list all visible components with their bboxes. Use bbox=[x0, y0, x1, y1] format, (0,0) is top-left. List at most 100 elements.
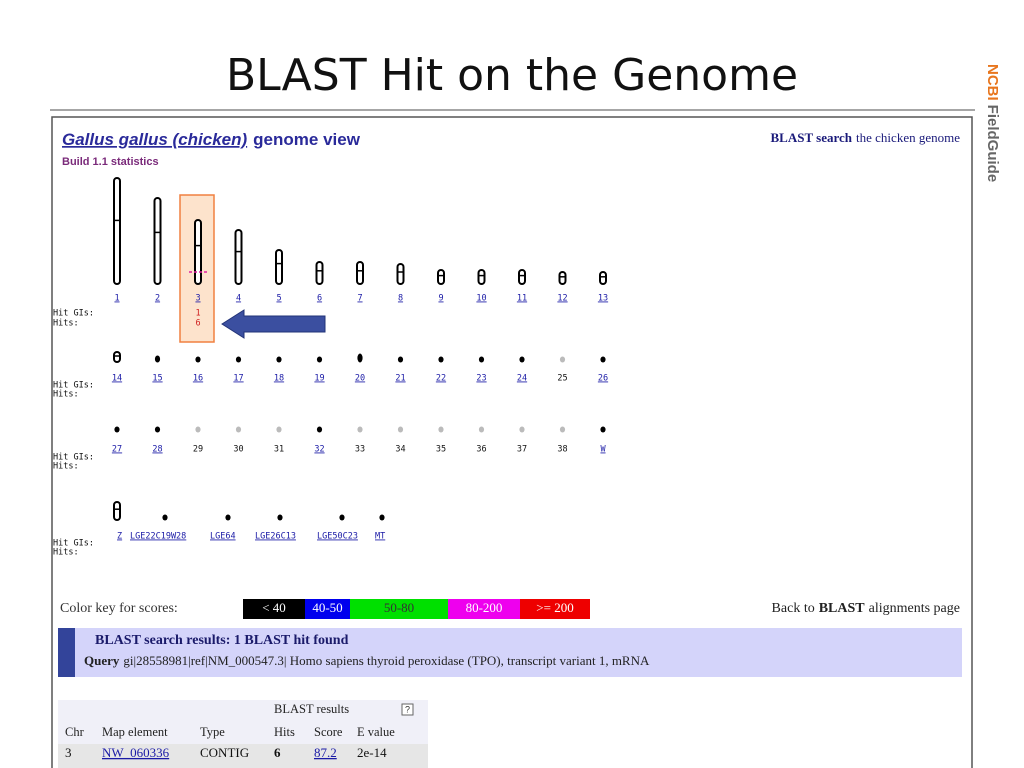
chromosome-label[interactable]: MT bbox=[375, 532, 385, 542]
chromosome-label[interactable]: 9 bbox=[438, 294, 443, 304]
table-cell: 2e-14 bbox=[357, 745, 387, 760]
chromosome bbox=[154, 355, 161, 363]
chromosome-label[interactable]: 10 bbox=[476, 294, 486, 304]
chromosome-label[interactable]: 2 bbox=[155, 294, 160, 304]
chromosome-label[interactable]: 22 bbox=[436, 374, 446, 384]
chromosome bbox=[316, 356, 323, 363]
chromosome bbox=[195, 356, 201, 363]
help-icon[interactable] bbox=[401, 703, 414, 716]
chromosome bbox=[600, 426, 606, 433]
chromosome-label: 35 bbox=[436, 445, 446, 455]
chromosome-label[interactable]: 14 bbox=[112, 374, 122, 384]
chromosome-label[interactable]: 18 bbox=[274, 374, 284, 384]
chromosome-label[interactable]: 28 bbox=[152, 445, 162, 455]
chromosome-label[interactable]: LGE50C23 bbox=[317, 532, 358, 542]
side-logo: NCBIFieldGuide bbox=[984, 64, 1001, 182]
hits: 6 bbox=[195, 319, 200, 329]
table-cell: CONTIG bbox=[200, 745, 249, 760]
chromosome bbox=[316, 426, 323, 433]
chromosome bbox=[234, 229, 243, 285]
chromosome-label[interactable]: LGE22C19W28 bbox=[130, 532, 186, 542]
chromosome bbox=[113, 351, 121, 363]
chromosome-label: 29 bbox=[193, 445, 203, 455]
table-cell: 3 bbox=[65, 745, 72, 760]
column-header: Type bbox=[200, 725, 225, 739]
chromosome-label[interactable]: 24 bbox=[517, 374, 527, 384]
color-key-label: Color key for scores: bbox=[60, 601, 178, 616]
chromosome-label[interactable]: LGE64 bbox=[210, 532, 236, 542]
chromosome bbox=[559, 356, 566, 363]
slide-title: BLAST Hit on the Genome bbox=[226, 50, 798, 101]
genome-heading[interactable]: Gallus gallus (chicken) genome view bbox=[62, 130, 361, 149]
chromosome-label[interactable]: 21 bbox=[395, 374, 405, 384]
chromosome-label[interactable]: 23 bbox=[476, 374, 486, 384]
back-link[interactable]: Back to BLAST alignments page bbox=[772, 601, 960, 616]
chromosome-label[interactable]: 27 bbox=[112, 445, 122, 455]
chromosome-label[interactable]: LGE26C13 bbox=[255, 532, 296, 542]
help-text[interactable]: ? bbox=[405, 704, 410, 714]
chromosome-label[interactable]: 16 bbox=[193, 374, 203, 384]
table-cell[interactable]: NW_060336 bbox=[102, 745, 170, 760]
color-key-item: >= 200 bbox=[536, 600, 573, 615]
chromosome-label[interactable]: 3 bbox=[195, 294, 200, 304]
chromosome-label[interactable]: 8 bbox=[398, 294, 403, 304]
chromosome-label[interactable]: 11 bbox=[517, 294, 527, 304]
chromosome-label[interactable]: 32 bbox=[314, 445, 324, 455]
column-header: E value bbox=[357, 725, 395, 739]
chromosome bbox=[558, 271, 567, 285]
chromosome-label[interactable]: 7 bbox=[357, 294, 362, 304]
chromosome bbox=[276, 356, 282, 363]
chromosome-label[interactable]: 15 bbox=[152, 374, 162, 384]
chromosome bbox=[518, 269, 526, 285]
chromosome bbox=[519, 426, 525, 433]
color-key-item: < 40 bbox=[262, 600, 286, 615]
chromosome bbox=[379, 514, 385, 521]
color-key-item: 40-50 bbox=[312, 600, 342, 615]
chromosome bbox=[275, 249, 283, 285]
chromosome-label[interactable]: 4 bbox=[236, 294, 241, 304]
color-key-item: 80-200 bbox=[466, 600, 503, 615]
build-stats[interactable]: Build 1.1 statistics bbox=[62, 156, 159, 168]
hits-label: Hits: bbox=[53, 319, 79, 329]
column-header: Hits bbox=[274, 725, 295, 739]
chromosome-label: 37 bbox=[517, 445, 527, 455]
hit-gis-label: Hit GIs: bbox=[53, 539, 94, 549]
color-swatch bbox=[520, 599, 590, 619]
results-heading: BLAST search results: 1 BLAST hit found bbox=[95, 633, 349, 648]
chromosome-label: 36 bbox=[476, 445, 486, 455]
chromosome-label[interactable]: 1 bbox=[114, 294, 119, 304]
query-line: Query gi|28558981|ref|NM_000547.3| Homo s… bbox=[84, 653, 650, 668]
column-header: Chr bbox=[65, 725, 85, 739]
chromosome-label[interactable]: Z bbox=[117, 532, 122, 542]
chromosome bbox=[600, 356, 606, 363]
chromosome-label: 25 bbox=[557, 374, 567, 384]
table-cell[interactable]: 87.2 bbox=[314, 745, 337, 760]
chromosome bbox=[276, 426, 282, 433]
chromosome-label[interactable]: 13 bbox=[598, 294, 608, 304]
chromosome-label[interactable]: 19 bbox=[314, 374, 324, 384]
chromosome-label[interactable]: 12 bbox=[557, 294, 567, 304]
chromosome-label: 34 bbox=[395, 445, 405, 455]
chromosome-label[interactable]: 5 bbox=[276, 294, 281, 304]
chromosome bbox=[162, 514, 168, 521]
color-swatch bbox=[448, 599, 520, 619]
chromosome bbox=[339, 514, 345, 521]
chromosome bbox=[397, 356, 404, 363]
chromosome-label[interactable]: W bbox=[600, 445, 606, 455]
chromosome bbox=[225, 514, 231, 521]
search-link[interactable]: BLAST search the chicken genome bbox=[771, 130, 961, 145]
hit-gis-label: Hit GIs: bbox=[53, 453, 94, 463]
table-cell: 6 bbox=[274, 745, 281, 760]
chromosome bbox=[357, 426, 363, 433]
chromosome bbox=[315, 261, 324, 285]
chromosome-label[interactable]: 20 bbox=[355, 374, 365, 384]
chromosome-label[interactable]: 17 bbox=[233, 374, 243, 384]
results-band bbox=[58, 628, 962, 677]
hit-gis-label: Hit GIs: bbox=[53, 309, 94, 319]
logo-text: NCBIFieldGuide bbox=[984, 64, 1001, 182]
results-bar bbox=[58, 628, 75, 677]
chromosome-label[interactable]: 26 bbox=[598, 374, 608, 384]
chromosome bbox=[153, 197, 162, 285]
chromosome-label[interactable]: 6 bbox=[317, 294, 322, 304]
